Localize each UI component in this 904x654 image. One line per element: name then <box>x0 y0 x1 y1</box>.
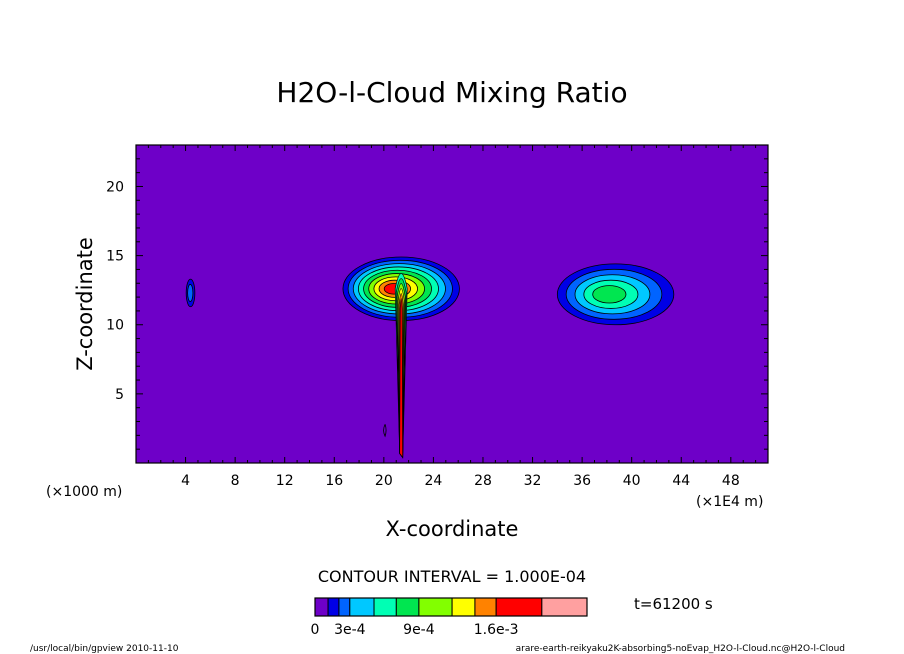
updraft-core <box>383 273 408 459</box>
x-tick-label: 16 <box>325 473 343 489</box>
cloud-contours <box>185 256 675 326</box>
colorbar-label: 3e-4 <box>334 622 366 638</box>
x-tick-label: 24 <box>424 473 442 489</box>
y-tick-label: 15 <box>106 249 124 265</box>
low-contour <box>383 424 387 438</box>
footer-right: arare-earth-reikyaku2K-absorbing5-noEvap… <box>516 644 845 654</box>
colorbar-segment <box>395 597 420 617</box>
colorbar-label: 0 <box>311 622 320 638</box>
colorbar-segment <box>495 597 543 617</box>
x-tick-label: 36 <box>573 473 591 489</box>
x-tick-label: 44 <box>672 473 690 489</box>
colorbar-frame <box>314 597 588 617</box>
y-tick-label: 20 <box>106 179 124 195</box>
chart-title: H2O-l-Cloud Mixing Ratio <box>276 76 627 109</box>
colorbar-segment <box>451 597 476 617</box>
x-unit-left: (×1000 m) <box>46 484 122 500</box>
colorbar: 0 3e-4 9e-4 1.6e-3 <box>311 597 588 638</box>
x-tick-label: 8 <box>231 473 240 489</box>
time-label: t=61200 s <box>634 595 713 613</box>
x-tick-label: 28 <box>474 473 492 489</box>
colorbar-segment <box>541 597 588 617</box>
y-tick-label: 5 <box>115 387 124 403</box>
x-tick-label: 48 <box>722 473 740 489</box>
y-axis-label: Z-coordinate <box>73 237 97 371</box>
contour-level-5 <box>592 285 627 304</box>
x-tick-label: 32 <box>524 473 542 489</box>
colorbar-segment <box>418 597 453 617</box>
x-unit-right: (×1E4 m) <box>696 494 763 510</box>
colorbar-label: 9e-4 <box>403 622 435 638</box>
contour-level-2 <box>187 284 194 302</box>
x-tick-label: 12 <box>276 473 294 489</box>
updraft-contour <box>399 298 404 459</box>
x-tick-label: 40 <box>623 473 641 489</box>
x-tick-label: 20 <box>375 473 393 489</box>
footer-left: /usr/local/bin/gpview 2010-11-10 <box>30 644 179 654</box>
colorbar-segment <box>338 597 351 617</box>
contour-interval-text: CONTOUR INTERVAL = 1.000E-04 <box>318 567 586 586</box>
colorbar-label: 1.6e-3 <box>474 622 519 638</box>
colorbar-segment <box>474 597 497 617</box>
colorbar-segment <box>327 597 340 617</box>
colorbar-segment <box>373 597 397 617</box>
x-tick-label: 4 <box>181 473 190 489</box>
x-axis-label: X-coordinate <box>386 517 519 541</box>
colorbar-segment <box>314 597 329 617</box>
y-tick-label: 10 <box>106 318 124 334</box>
colorbar-segment <box>349 597 375 617</box>
plot-frame <box>135 144 769 464</box>
